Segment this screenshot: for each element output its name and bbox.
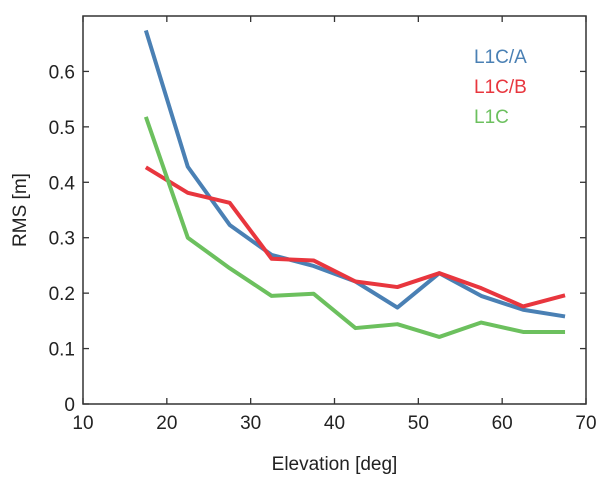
legend: L1C/A L1C/B L1C	[474, 47, 527, 128]
y-tick-label: 0.4	[49, 173, 76, 194]
y-tick-label: 0.1	[49, 340, 75, 361]
axis-ticks: 10 20 30 40 50 60 70 0 0.1 0.2 0.3 0.4 0.5 0.6	[49, 16, 597, 434]
x-tick-label: 60	[492, 413, 513, 434]
series-line-l1c-b	[144, 165, 566, 309]
series-line-l1c	[143, 116, 566, 339]
x-tick-label: 50	[408, 413, 429, 434]
legend-entry: L1C/B	[474, 77, 527, 98]
legend-entry: L1C/A	[474, 47, 527, 68]
x-axis-label: Elevation [deg]	[272, 454, 398, 475]
y-tick-label: 0.3	[49, 229, 75, 250]
x-tick-label: 10	[72, 413, 93, 434]
y-tick-label: 0.6	[49, 62, 75, 83]
x-tick-label: 30	[240, 413, 261, 434]
x-tick-label: 40	[324, 413, 345, 434]
legend-entry: L1C	[474, 107, 509, 128]
x-tick-label: 20	[156, 413, 177, 434]
y-tick-label: 0	[64, 395, 75, 416]
series-line-l1c-a	[143, 29, 566, 319]
y-axis-label: RMS [m]	[10, 173, 31, 247]
y-tick-label: 0.2	[49, 284, 75, 305]
y-tick-label: 0.5	[49, 118, 75, 139]
x-tick-label: 70	[575, 413, 596, 434]
series-lines	[143, 29, 566, 339]
